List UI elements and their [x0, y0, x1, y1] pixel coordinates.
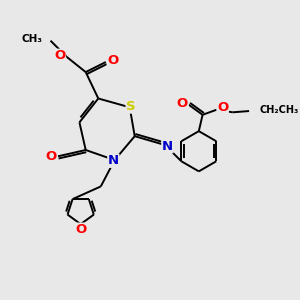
- Text: O: O: [107, 54, 118, 67]
- Text: N: N: [162, 140, 173, 153]
- Text: CH₂CH₃: CH₂CH₃: [259, 105, 298, 115]
- Text: O: O: [75, 223, 86, 236]
- Text: O: O: [54, 49, 65, 62]
- Text: O: O: [45, 150, 56, 163]
- Text: N: N: [108, 154, 119, 167]
- Text: O: O: [217, 101, 228, 114]
- Text: CH₃: CH₃: [22, 34, 43, 44]
- Text: S: S: [126, 100, 136, 113]
- Text: O: O: [177, 97, 188, 110]
